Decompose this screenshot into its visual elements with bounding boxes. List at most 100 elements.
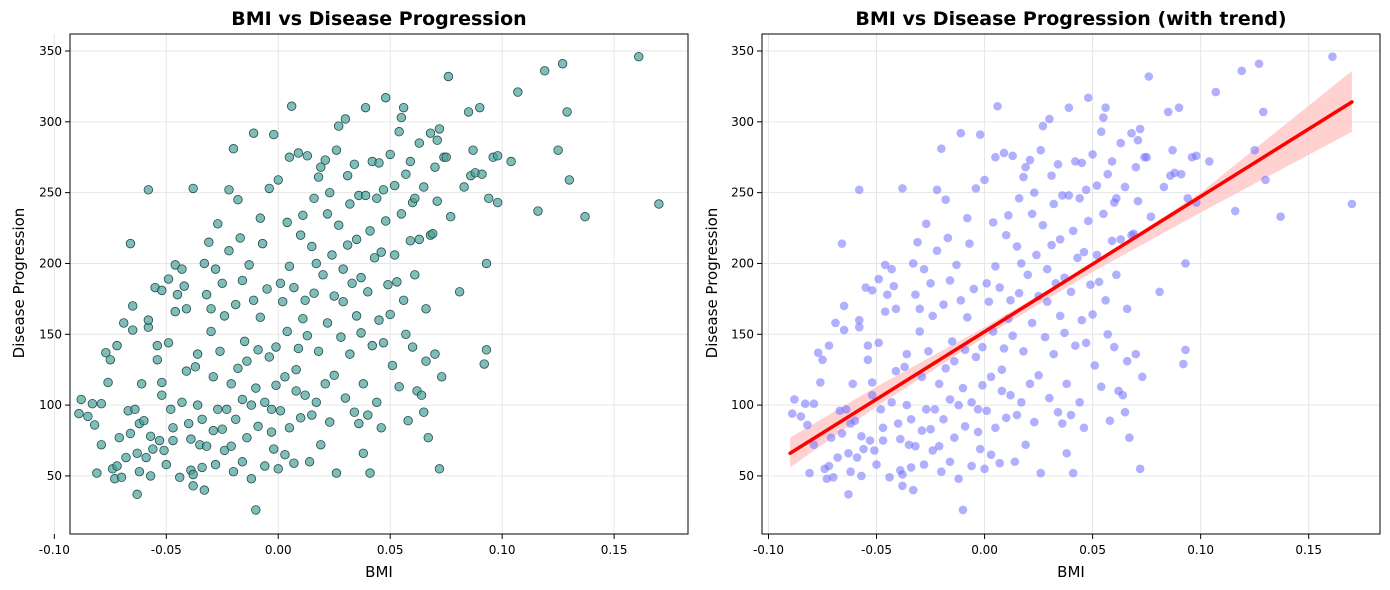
data-point: [284, 423, 295, 433]
data-point: [105, 355, 116, 365]
data-point: [859, 444, 868, 454]
data-point: [181, 304, 192, 314]
data-point: [336, 332, 346, 342]
data-point: [921, 219, 931, 229]
points-layer: [787, 52, 1357, 515]
data-point: [805, 468, 814, 478]
data-point: [1029, 417, 1039, 427]
x-tick-label: 0.05: [377, 543, 404, 557]
x-tick-label: -0.10: [753, 543, 784, 557]
data-point: [1131, 349, 1141, 359]
data-point: [230, 414, 241, 424]
data-point: [260, 397, 270, 407]
data-point: [1021, 162, 1030, 172]
data-point: [837, 429, 847, 438]
data-point: [394, 127, 404, 137]
data-point: [803, 420, 812, 430]
x-tick-label: -0.05: [151, 543, 182, 557]
data-point: [1347, 199, 1357, 209]
data-point: [365, 468, 375, 478]
data-point: [443, 71, 454, 82]
data-point: [423, 432, 433, 443]
y-tick-label: 250: [39, 186, 62, 200]
y-tick-label: 250: [731, 186, 754, 200]
data-point: [874, 338, 883, 348]
data-point: [210, 459, 221, 470]
data-point: [1125, 433, 1134, 442]
data-point: [298, 210, 308, 221]
data-point: [269, 444, 279, 454]
data-point: [997, 365, 1007, 374]
data-point: [800, 399, 810, 408]
data-point: [839, 301, 849, 311]
data-point: [883, 290, 892, 299]
data-point: [405, 236, 416, 246]
data-point: [396, 112, 407, 123]
data-point: [934, 441, 944, 451]
data-point: [168, 435, 178, 446]
data-point: [280, 449, 290, 460]
data-point: [132, 489, 142, 500]
data-point: [454, 287, 465, 297]
grid-layer: [53, 34, 688, 534]
data-point: [436, 372, 447, 382]
data-point: [1096, 127, 1106, 137]
data-point: [854, 322, 864, 332]
data-point: [1250, 145, 1259, 155]
data-point: [898, 470, 907, 479]
data-point: [425, 128, 436, 138]
data-point: [271, 380, 281, 390]
data-point: [1019, 346, 1028, 356]
data-point: [405, 156, 416, 167]
data-point: [327, 250, 337, 260]
data-point: [398, 102, 409, 113]
data-point: [986, 372, 996, 382]
y-tick-label: 200: [731, 256, 754, 270]
data-point: [885, 473, 894, 482]
data-point: [374, 158, 384, 168]
y-tick-label: 300: [731, 115, 754, 129]
data-point: [857, 471, 866, 481]
data-point: [891, 304, 901, 314]
data-point: [835, 406, 845, 416]
data-point: [83, 411, 93, 422]
data-point: [1042, 264, 1052, 274]
data-point: [269, 129, 279, 140]
data-point: [921, 405, 931, 414]
data-point: [837, 239, 847, 248]
data-point: [911, 290, 920, 299]
data-point: [839, 325, 849, 335]
data-point: [880, 307, 890, 316]
data-point: [246, 474, 257, 484]
data-point: [865, 436, 875, 445]
data-point: [813, 348, 823, 357]
data-point: [1159, 182, 1169, 192]
data-point: [278, 297, 288, 307]
data-point: [1075, 194, 1084, 203]
data-point: [1083, 216, 1093, 226]
data-point: [145, 471, 156, 481]
data-point: [213, 404, 223, 415]
data-point: [999, 148, 1009, 158]
ticks-layer: -0.10 -0.05 0.00 0.05 0.10 0.15 50 100 150 200 250…: [731, 44, 1322, 557]
data-point: [945, 395, 955, 404]
data-point: [975, 130, 985, 139]
data-point: [809, 399, 819, 408]
data-point: [356, 328, 366, 338]
data-point: [356, 272, 366, 283]
data-point: [389, 180, 400, 191]
data-point: [900, 362, 909, 372]
data-point: [112, 340, 122, 351]
data-point: [893, 419, 903, 428]
data-point: [941, 195, 950, 205]
data-point: [253, 345, 263, 355]
chart-title: BMI vs Disease Progression (with trend): [855, 8, 1286, 30]
data-point: [1176, 169, 1186, 179]
data-point: [915, 327, 925, 336]
data-point: [394, 381, 404, 392]
data-point: [939, 414, 948, 424]
data-point: [1053, 160, 1063, 169]
data-point: [1109, 342, 1119, 352]
y-tick-label: 350: [731, 44, 754, 58]
data-point: [416, 390, 427, 400]
